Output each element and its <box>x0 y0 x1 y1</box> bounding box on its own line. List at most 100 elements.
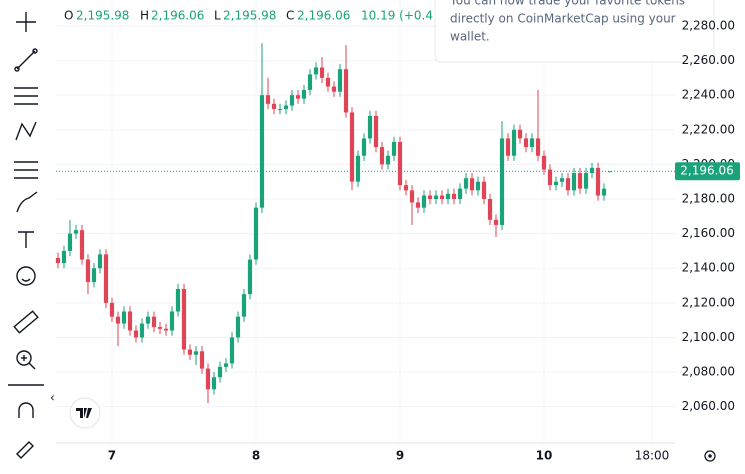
brush-tool[interactable] <box>16 191 38 213</box>
tooltip-text: You can now trade your favorite tokens <box>449 0 685 8</box>
candle-body <box>199 351 205 369</box>
candle-body <box>559 178 565 182</box>
tooltip-box <box>434 0 715 63</box>
candle-body <box>247 259 253 295</box>
candle-body <box>91 268 97 283</box>
zoom-tool[interactable] <box>16 350 36 370</box>
candle-body <box>349 112 355 182</box>
candle-body <box>427 195 433 200</box>
candle-body <box>67 233 73 251</box>
candle-body <box>79 230 85 260</box>
candle-body <box>211 377 217 390</box>
y-tick-label: 2,220.00 <box>682 122 735 136</box>
ruler-tool[interactable] <box>13 310 39 334</box>
x-tick-label: 7 <box>108 449 116 463</box>
candle-body <box>307 74 313 90</box>
y-tick-label: 2,280.00 <box>682 18 735 32</box>
candle-body <box>577 173 583 189</box>
lock-draw-tool[interactable] <box>16 441 34 459</box>
candle-body <box>553 181 559 186</box>
candle-body <box>589 167 595 174</box>
candle-body <box>421 195 427 208</box>
candle-body <box>355 155 361 182</box>
candle-body <box>157 327 163 329</box>
candle-body <box>607 171 613 173</box>
candle-body <box>445 193 451 200</box>
candle-body <box>325 77 331 87</box>
x-tick-label: 18:00 <box>635 449 670 463</box>
last-price-tag <box>675 162 740 181</box>
candle-body <box>547 169 553 186</box>
candle-body <box>253 207 259 260</box>
candle-body <box>391 141 397 156</box>
candle-body <box>493 219 499 225</box>
candle-body <box>595 167 601 196</box>
candle-body <box>73 230 79 234</box>
candle-body <box>313 67 319 75</box>
candle-body <box>163 328 169 331</box>
candle-body <box>529 138 535 148</box>
candle-body <box>481 181 487 200</box>
emoji-tool[interactable] <box>16 266 36 286</box>
candle-body <box>511 129 517 156</box>
candle-body <box>295 95 301 99</box>
x-tick-label: 9 <box>396 449 404 463</box>
candle-body <box>61 250 67 264</box>
y-tick-label: 2,260.00 <box>682 53 735 67</box>
candle-body <box>229 337 235 364</box>
fib-tool[interactable] <box>14 87 38 105</box>
candle-body <box>403 185 409 191</box>
y-tick-label: 2,120.00 <box>682 295 735 309</box>
pattern-tool[interactable] <box>15 121 37 141</box>
candle-body <box>343 69 349 113</box>
header-close-label: C <box>286 9 294 23</box>
header-high: 2,196.06 <box>151 9 204 23</box>
candle-body <box>193 351 199 355</box>
y-tick-label: 2,080.00 <box>682 365 735 379</box>
tradingview-logo[interactable] <box>69 397 101 429</box>
candle-body <box>451 193 457 200</box>
candle-body <box>319 67 325 78</box>
candle-body <box>133 330 139 338</box>
candle-body <box>145 316 151 324</box>
candle-body <box>385 155 391 165</box>
candle-body <box>331 86 337 92</box>
candle-body <box>601 188 607 196</box>
candle-body <box>433 195 439 200</box>
candle-body <box>373 115 379 148</box>
candle-body <box>97 254 103 269</box>
candle-body <box>241 294 247 317</box>
settings-icon[interactable] <box>704 450 716 462</box>
candle-body <box>541 155 547 170</box>
candle-body <box>415 202 421 208</box>
y-tick-label: 2,100.00 <box>682 330 735 344</box>
header-open: 2,195.98 <box>76 9 129 23</box>
candle-body <box>139 323 145 338</box>
y-tick-label: 2,160.00 <box>682 226 735 240</box>
candle-body <box>505 138 511 156</box>
y-tick-label: 2,060.00 <box>682 399 735 413</box>
x-tick-label: 8 <box>252 449 260 463</box>
candle-body <box>565 178 571 191</box>
magnet-tool[interactable] <box>18 402 34 418</box>
trend-line-tool[interactable] <box>14 48 38 72</box>
toolbar[interactable] <box>8 12 44 459</box>
candle-body <box>103 254 109 303</box>
text-tool[interactable] <box>18 231 34 248</box>
candle-body <box>361 138 367 156</box>
candle-body <box>223 363 229 367</box>
candle-body <box>517 129 523 139</box>
collapse-handle[interactable]: ‹ <box>50 391 55 405</box>
candle-body <box>85 259 91 283</box>
candle-body <box>115 316 121 324</box>
candle-body <box>109 302 115 317</box>
y-tick-label: 2,240.00 <box>682 88 735 102</box>
candle-body <box>55 257 61 264</box>
candle-body <box>271 103 277 110</box>
crosshair-tool[interactable] <box>16 12 36 32</box>
prediction-tool[interactable] <box>14 161 38 179</box>
y-tick-label: 2,140.00 <box>682 261 735 275</box>
